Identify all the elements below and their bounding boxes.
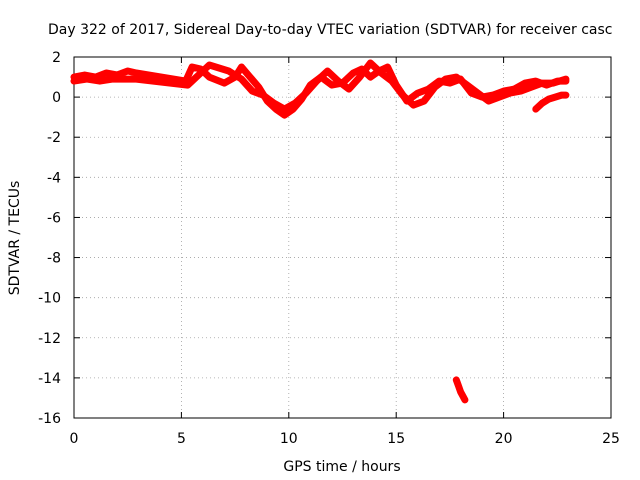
data-point (388, 78, 395, 85)
data-point (124, 68, 131, 75)
data-point (431, 84, 438, 91)
data-point (324, 68, 331, 75)
data-point (522, 80, 529, 87)
y-axis-label: SDTVAR / TECUs (7, 181, 23, 296)
data-point (539, 80, 546, 87)
x-tick-label: 0 (70, 431, 79, 447)
data-point (455, 382, 462, 389)
data-point (260, 92, 267, 99)
data-point (457, 388, 464, 395)
data-point (302, 90, 309, 97)
y-tick-label: 2 (52, 50, 61, 66)
x-tick-label: 20 (495, 431, 513, 447)
data-point (206, 62, 213, 69)
x-axis-label: GPS time / hours (283, 459, 400, 475)
data-point (384, 64, 391, 71)
data-point (528, 84, 535, 91)
data-point (328, 82, 335, 89)
data-series (452, 376, 469, 404)
data-point (562, 92, 569, 99)
data-point (453, 74, 460, 81)
data-point (414, 90, 421, 97)
data-point (96, 78, 103, 85)
series-layer (70, 59, 570, 404)
data-point (221, 80, 228, 87)
data-point (281, 112, 288, 119)
y-tick-label: -2 (47, 130, 61, 146)
data-point (496, 94, 503, 101)
chart-title: Day 322 of 2017, Sidereal Day-to-day VTE… (48, 22, 612, 38)
data-point (539, 100, 546, 107)
data-point (532, 106, 539, 113)
data-point (410, 102, 417, 109)
data-point (356, 74, 363, 81)
y-tick-label: -10 (38, 291, 61, 307)
data-point (292, 100, 299, 107)
data-point (485, 98, 492, 105)
data-point (335, 78, 342, 85)
data-point (122, 76, 129, 83)
data-point (552, 94, 559, 101)
data-series (532, 91, 570, 113)
x-tick-label: 25 (602, 431, 620, 447)
series-trace (70, 59, 570, 113)
grid (74, 57, 611, 418)
data-point (421, 98, 428, 105)
data-point (461, 396, 468, 403)
data-point (453, 376, 460, 383)
data-point (459, 392, 466, 399)
data-point (255, 84, 262, 91)
data-point (350, 70, 357, 77)
x-tick-label: 5 (177, 431, 186, 447)
data-point (195, 72, 202, 79)
data-point (442, 76, 449, 83)
data-series (70, 63, 570, 119)
data-point (133, 70, 140, 77)
data-point (464, 82, 471, 89)
data-point (345, 86, 352, 93)
data-point (313, 78, 320, 85)
data-point (103, 70, 110, 77)
y-tick-label: -12 (38, 331, 61, 347)
data-point (517, 88, 524, 95)
data-point (270, 100, 277, 107)
data-point (184, 82, 191, 89)
data-point (238, 76, 245, 83)
data-point (367, 60, 374, 67)
data-point (83, 76, 90, 83)
data-series (70, 59, 570, 113)
plot-frame (73, 56, 612, 419)
data-point (71, 78, 77, 85)
y-tick-label: -14 (38, 371, 61, 387)
data-point (399, 92, 406, 99)
y-tick-label: -6 (47, 210, 61, 226)
data-point (247, 74, 254, 81)
data-point (238, 64, 245, 71)
y-tick-label: -8 (47, 251, 61, 267)
data-point (281, 106, 288, 113)
data-point (474, 90, 481, 97)
data-point (225, 68, 232, 75)
data-point (249, 88, 256, 95)
x-tick-label: 10 (280, 431, 298, 447)
y-tick-label: -16 (38, 411, 61, 427)
data-point (367, 74, 374, 81)
x-tick-label: 15 (387, 431, 405, 447)
data-point (545, 96, 552, 103)
data-point (507, 90, 514, 97)
data-point (133, 76, 140, 83)
data-point (562, 76, 569, 83)
data-point (109, 76, 116, 83)
data-point (189, 64, 196, 71)
y-tick-label: 0 (52, 90, 61, 106)
data-point (206, 74, 213, 81)
y-tick-label: -4 (47, 170, 61, 186)
data-point (550, 80, 557, 87)
data-point (378, 70, 385, 77)
